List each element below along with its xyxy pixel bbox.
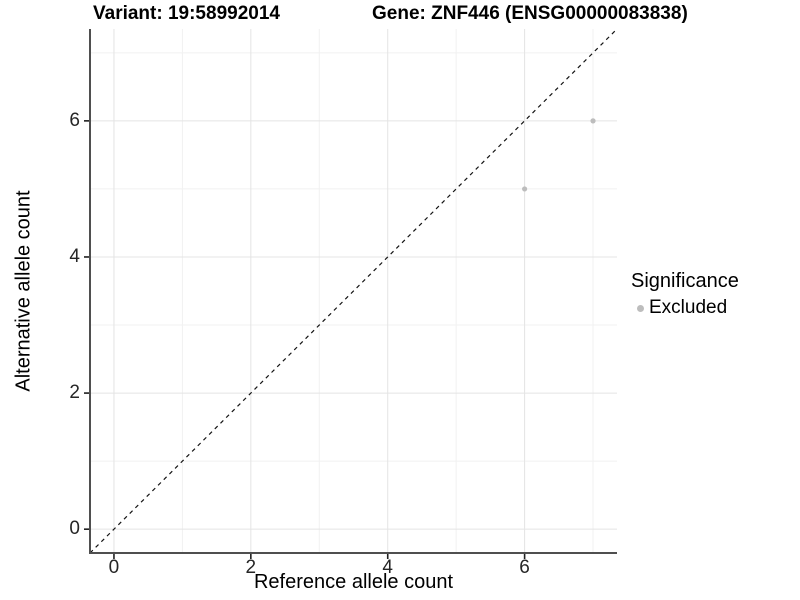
identity-reference-line bbox=[89, 28, 618, 554]
x-tick-label: 6 bbox=[519, 557, 530, 578]
y-tick-label: 2 bbox=[69, 382, 80, 404]
gene-title: Gene: ZNF446 (ENSG00000083838) bbox=[372, 3, 688, 24]
x-tick-label: 2 bbox=[245, 557, 257, 578]
legend: Significance Excluded bbox=[631, 270, 739, 319]
y-axis-label: Alternative allele count bbox=[12, 190, 35, 392]
x-tick-label: 0 bbox=[108, 557, 120, 578]
legend-item-excluded: Excluded bbox=[631, 297, 739, 319]
variant-title: Variant: 19:58992014 bbox=[93, 3, 280, 24]
data-point bbox=[522, 186, 528, 192]
legend-title: Significance bbox=[631, 270, 739, 292]
legend-point-icon bbox=[637, 304, 644, 312]
y-tick-label: 4 bbox=[69, 245, 80, 267]
x-axis-label: Reference allele count bbox=[253, 571, 453, 593]
y-tick-label: 6 bbox=[69, 109, 80, 131]
legend-item-label: Excluded bbox=[649, 297, 728, 318]
y-tick-label: 0 bbox=[69, 518, 80, 540]
data-point bbox=[590, 118, 596, 124]
x-tick-label: 4 bbox=[382, 557, 393, 578]
